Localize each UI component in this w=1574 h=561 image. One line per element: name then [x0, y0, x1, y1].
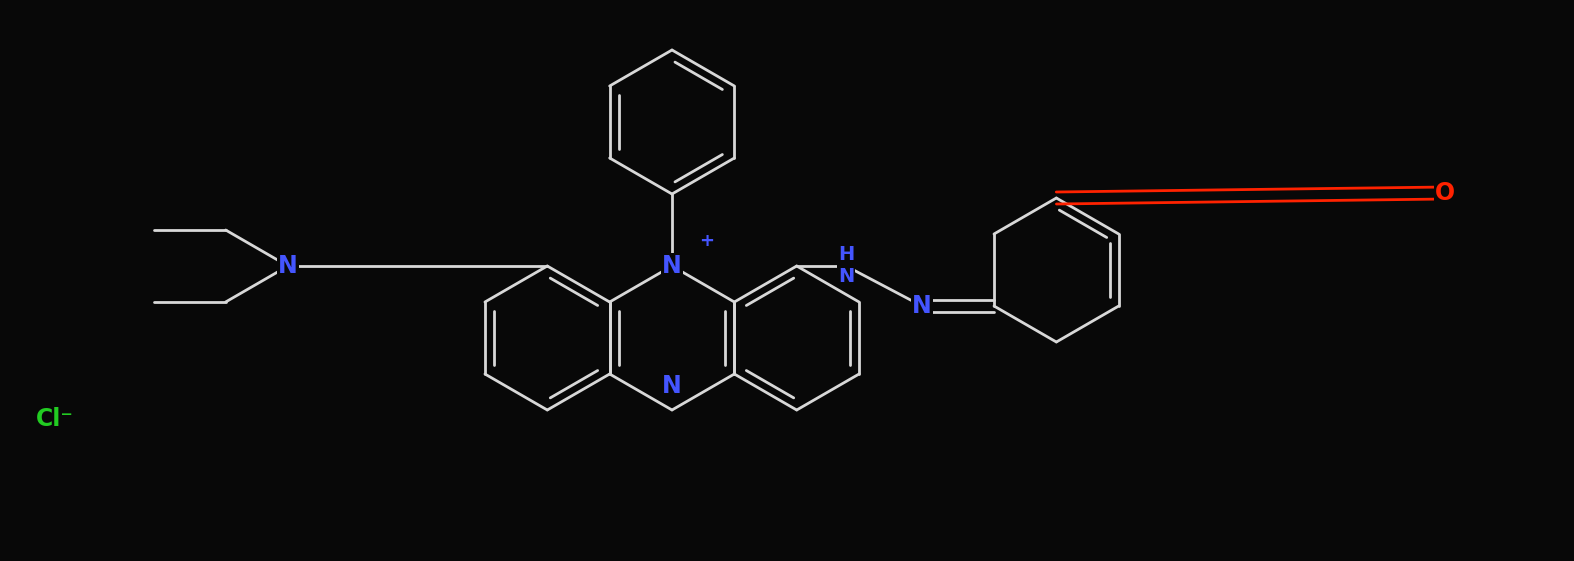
- Text: N: N: [663, 374, 682, 398]
- Text: H
N: H N: [837, 246, 855, 287]
- Text: N: N: [911, 294, 932, 318]
- Text: O: O: [1435, 181, 1454, 205]
- Text: Cl⁻: Cl⁻: [36, 407, 74, 431]
- Text: N: N: [663, 254, 682, 278]
- Text: +: +: [699, 232, 715, 250]
- Text: N: N: [279, 254, 297, 278]
